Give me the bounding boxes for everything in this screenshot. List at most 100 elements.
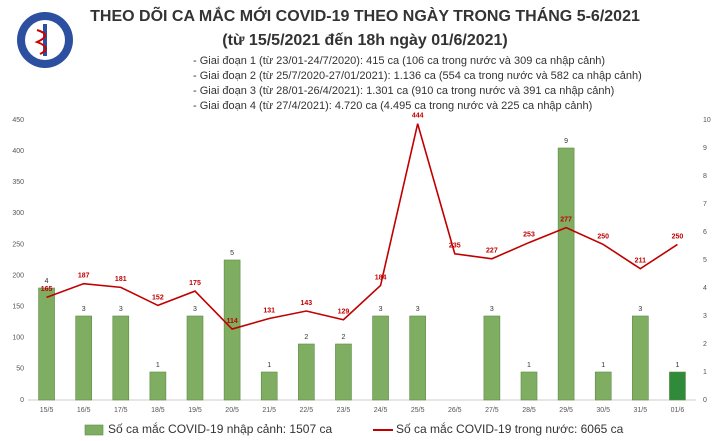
bar	[223, 259, 241, 401]
y-tick-label: 150	[12, 304, 24, 311]
line-label: 184	[375, 274, 387, 281]
note: - Giai đoạn 1 (từ 23/01-24/7/2020): 415 …	[193, 55, 605, 67]
legend-label: Số ca mắc COVID-19 trong nước: 6065 ca	[396, 421, 624, 436]
x-tick-label: 28/5	[522, 407, 536, 414]
bar	[409, 315, 426, 401]
y-tick-label: 200	[12, 272, 24, 279]
bar-label: 1	[601, 362, 605, 369]
x-tick-label: 17/5	[114, 407, 128, 414]
bar	[520, 371, 538, 401]
bar	[372, 315, 389, 401]
bar	[112, 315, 130, 401]
line-label: 187	[78, 272, 90, 279]
bar-label: 1	[267, 362, 271, 369]
y-tick-label: 400	[12, 148, 24, 155]
y-tick-label: 50	[16, 366, 24, 373]
bar-label: 3	[490, 306, 494, 313]
line-label: 152	[152, 294, 164, 301]
line-label: 165	[41, 286, 53, 293]
note: - Giai đoạn 2 (từ 25/7/2020-27/01/2021):…	[193, 70, 642, 82]
bar	[594, 371, 612, 401]
bar	[75, 315, 92, 401]
bar	[669, 371, 686, 401]
x-tick-label: 31/5	[634, 407, 648, 414]
y2-tick-label: 7	[703, 201, 707, 208]
note: - Giai đoạn 4 (từ 27/4/2021): 4.720 ca (…	[193, 100, 592, 112]
bar-label: 1	[675, 362, 679, 369]
bar-label: 3	[82, 306, 86, 313]
x-tick-label: 21/5	[262, 407, 276, 414]
x-tick-label: 01/6	[671, 407, 685, 414]
bar-label: 1	[527, 362, 531, 369]
bar	[557, 147, 575, 401]
y2-tick-label: 6	[703, 229, 707, 236]
y2-tick-label: 8	[703, 173, 707, 180]
bar	[632, 315, 649, 401]
logo	[17, 12, 73, 68]
y-tick-label: 100	[12, 335, 24, 342]
line-label: 444	[412, 113, 424, 120]
line-label: 175	[189, 280, 201, 287]
x-tick-label: 22/5	[300, 407, 314, 414]
x-tick-label: 30/5	[596, 407, 610, 414]
line-label: 211	[635, 258, 646, 265]
x-tick-label: 18/5	[151, 407, 165, 414]
x-tick-label: 16/5	[77, 407, 91, 414]
bar-label: 9	[564, 138, 568, 145]
x-tick-label: 27/5	[485, 407, 499, 414]
x-tick-label: 29/5	[559, 407, 573, 414]
y-tick-label: 350	[12, 179, 24, 186]
bar-label: 3	[638, 306, 642, 313]
note: - Giai đoạn 3 (từ 28/01-26/4/2021): 1.30…	[193, 85, 614, 97]
y2-tick-label: 9	[703, 145, 707, 152]
bar	[483, 315, 501, 401]
line-label: 250	[597, 233, 609, 240]
line	[46, 123, 678, 330]
x-tick-label: 23/5	[337, 407, 351, 414]
y2-tick-label: 3	[703, 313, 707, 320]
x-tick-label: 24/5	[374, 407, 388, 414]
x-tick-label: 26/5	[448, 407, 462, 414]
y2-tick-label: 1	[703, 369, 707, 376]
line-label: 143	[300, 300, 312, 307]
bar-label: 2	[341, 334, 345, 341]
y2-tick-label: 5	[703, 257, 707, 264]
bar-label: 1	[156, 362, 160, 369]
line-label: 235	[449, 243, 461, 250]
line-label: 250	[672, 233, 684, 240]
y2-tick-label: 0	[703, 397, 707, 404]
y-tick-label: 300	[12, 210, 24, 217]
bar	[149, 371, 167, 401]
chart-subtitle: (từ 15/5/2021 đến 18h ngày 01/6/2021)	[222, 32, 508, 49]
line-label: 181	[115, 276, 127, 283]
y-tick-label: 250	[12, 241, 24, 248]
bar-label: 3	[119, 306, 123, 313]
bar-label: 2	[304, 334, 308, 341]
line-label: 131	[263, 307, 275, 314]
x-tick-label: 15/5	[40, 407, 54, 414]
legend-label: Số ca mắc COVID-19 nhập cảnh: 1507 ca	[108, 421, 332, 436]
x-tick-label: 19/5	[188, 407, 202, 414]
bar-label: 3	[416, 306, 420, 313]
line-label: 277	[560, 216, 572, 223]
bar-label: 3	[193, 306, 197, 313]
y2-tick-label: 2	[703, 341, 707, 348]
y-tick-label: 450	[12, 117, 24, 124]
y2-tick-label: 10	[703, 117, 711, 124]
bar	[186, 315, 204, 401]
bar	[298, 343, 315, 401]
line-label: 253	[523, 231, 535, 238]
bar	[38, 287, 55, 401]
line-label: 114	[226, 318, 237, 325]
bar	[335, 343, 352, 401]
line-label: 129	[338, 309, 350, 316]
chart-title: THEO DÕI CA MẮC MỚI COVID-19 THEO NGÀY T…	[90, 5, 640, 25]
legend-swatch	[84, 424, 104, 436]
bar-label: 5	[230, 250, 234, 257]
y-tick-label: 0	[20, 397, 24, 404]
y2-tick-label: 4	[703, 285, 707, 292]
x-tick-label: 25/5	[411, 407, 425, 414]
bar	[260, 371, 278, 401]
bar-label: 4	[45, 278, 49, 285]
